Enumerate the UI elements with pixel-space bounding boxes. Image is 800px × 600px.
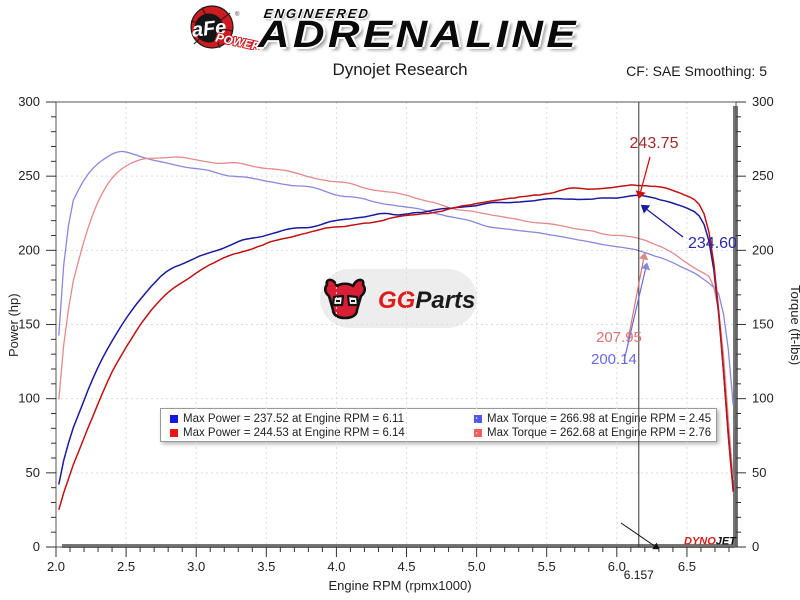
svg-text:100: 100 — [752, 391, 774, 406]
svg-text:3.0: 3.0 — [187, 559, 205, 574]
svg-text:6.157: 6.157 — [624, 568, 654, 582]
svg-text:4.0: 4.0 — [327, 559, 345, 574]
svg-text:50: 50 — [752, 465, 766, 480]
svg-text:2.5: 2.5 — [117, 559, 135, 574]
svg-text:234.60: 234.60 — [688, 235, 737, 252]
svg-text:250: 250 — [18, 168, 40, 183]
svg-text:5.5: 5.5 — [538, 559, 556, 574]
svg-text:POWER: POWER — [214, 30, 262, 50]
svg-text:4.5: 4.5 — [397, 559, 415, 574]
svg-text:243.75: 243.75 — [630, 135, 679, 152]
svg-text:0: 0 — [33, 539, 40, 554]
svg-text:300: 300 — [18, 94, 40, 109]
svg-text:150: 150 — [18, 317, 40, 332]
svg-text:250: 250 — [752, 168, 774, 183]
svg-text:3.5: 3.5 — [257, 559, 275, 574]
svg-text:0: 0 — [752, 539, 759, 554]
svg-text:100: 100 — [18, 391, 40, 406]
svg-text:207.95: 207.95 — [596, 329, 642, 346]
svg-text:6.5: 6.5 — [678, 559, 696, 574]
svg-text:300: 300 — [752, 94, 774, 109]
svg-text:®: ® — [235, 11, 240, 18]
svg-text:200: 200 — [752, 242, 774, 257]
svg-text:200.14: 200.14 — [591, 351, 637, 368]
svg-text:DYNOJET: DYNOJET — [684, 536, 737, 548]
svg-text:50: 50 — [26, 465, 40, 480]
svg-text:200: 200 — [18, 242, 40, 257]
svg-text:150: 150 — [752, 317, 774, 332]
svg-text:2.0: 2.0 — [47, 559, 65, 574]
svg-text:5.0: 5.0 — [468, 559, 486, 574]
